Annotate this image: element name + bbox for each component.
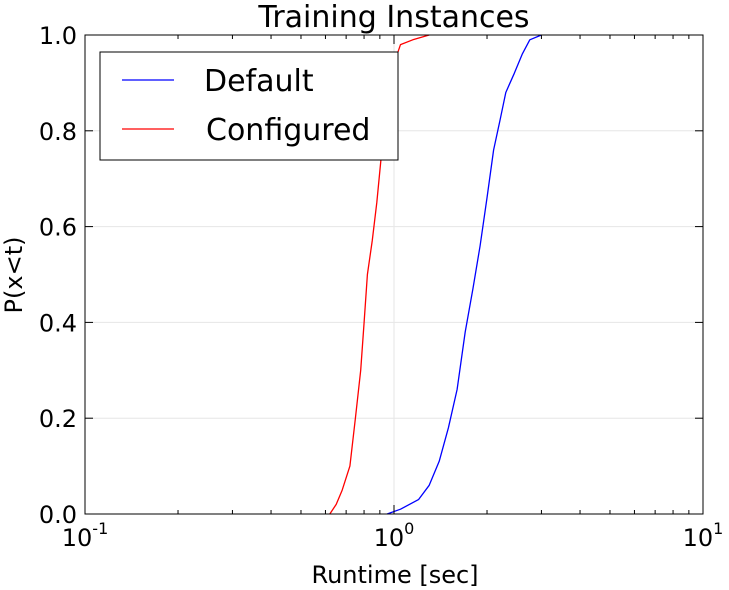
x-tick-label: 10-1 xyxy=(62,519,109,552)
y-tick-label: 0.6 xyxy=(39,214,77,242)
x-tick-exponent: -1 xyxy=(92,519,108,538)
x-tick-base: 10 xyxy=(374,524,405,552)
y-tick-label: 1.0 xyxy=(39,22,77,50)
y-tick-label: 0.2 xyxy=(39,405,77,433)
series-line-default xyxy=(386,34,542,515)
y-tick-label: 0.8 xyxy=(39,118,77,146)
legend: Default Configured xyxy=(99,51,399,161)
legend-label-configured: Configured xyxy=(206,113,370,148)
x-tick-label: 101 xyxy=(683,519,724,552)
x-tick-base: 10 xyxy=(683,524,714,552)
chart-title: Training Instances xyxy=(257,0,529,35)
x-tick-base: 10 xyxy=(62,524,93,552)
legend-box xyxy=(99,51,399,161)
y-tick-label: 0.0 xyxy=(39,501,77,529)
y-tick-label: 0.4 xyxy=(39,309,77,337)
x-tick-exponent: 0 xyxy=(404,519,414,538)
ticks: 0.00.20.40.60.81.010-1 100 101 xyxy=(39,22,724,552)
y-axis-label: P(x<t) xyxy=(0,237,28,314)
legend-label-default: Default xyxy=(204,64,314,99)
x-tick-label: 100 xyxy=(374,519,415,552)
x-axis-label: Runtime [sec] xyxy=(311,561,478,589)
x-tick-exponent: 1 xyxy=(713,519,723,538)
